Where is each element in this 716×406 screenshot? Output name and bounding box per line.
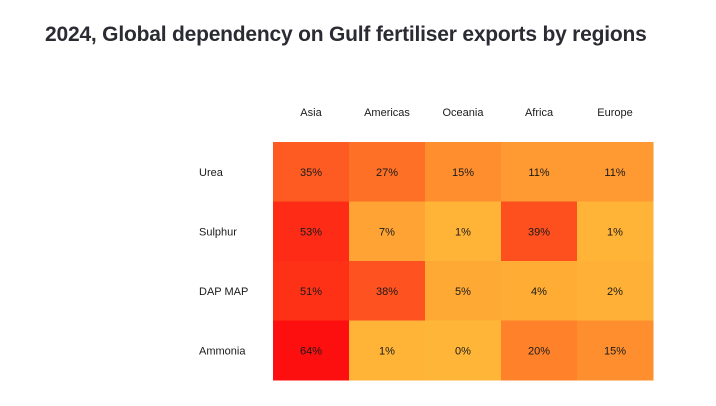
cell-value-label: 11% — [604, 167, 625, 179]
cell-value-label: 5% — [455, 286, 471, 298]
row-labels: Urea Sulphur DAP MAP Ammonia — [199, 167, 248, 358]
heatmap-cell-sulphur-asia — [273, 201, 350, 262]
cell-value-label: 27% — [376, 167, 398, 179]
cell-value-label: 38% — [376, 286, 398, 298]
cell-value-label: 0% — [455, 345, 471, 357]
row-label-urea: Urea — [199, 167, 224, 179]
cell-value-label: 1% — [455, 226, 471, 238]
column-labels: Asia Americas Oceania Africa Europe — [300, 107, 632, 119]
column-label-americas: Americas — [364, 107, 410, 119]
heatmap-cell-ammonia-americas — [349, 320, 426, 381]
cell-value-label: 15% — [604, 345, 626, 357]
heatmap-cell-urea-americas — [349, 142, 426, 202]
column-label-oceania: Oceania — [443, 107, 485, 119]
heatmap-cell-ammonia-europe — [577, 320, 654, 381]
cell-value-label: 1% — [379, 345, 395, 357]
heatmap-cell-urea-oceania — [425, 142, 502, 202]
heatmap-cell-dap-map-asia — [273, 261, 350, 321]
cell-value-label: 51% — [300, 286, 322, 298]
cell-value-label: 35% — [300, 167, 322, 179]
heatmap-cell-ammonia-asia — [273, 320, 350, 381]
chart-title: 2024, Global dependency on Gulf fertilis… — [45, 23, 647, 46]
column-label-asia: Asia — [300, 107, 322, 119]
cell-value-label: 1% — [607, 226, 623, 238]
cell-value-label: 15% — [452, 167, 474, 179]
heatmap-cell-dap-map-africa — [501, 261, 578, 321]
heatmap-cell-dap-map-americas — [349, 261, 426, 321]
heatmap-cell-sulphur-africa — [501, 201, 578, 262]
cell-value-label: 39% — [528, 226, 550, 238]
heatmap-cell-sulphur-americas — [349, 201, 426, 262]
heatmap-cells: 35% 27% 15% 11% 11% 53% 7% 1% 39% 1% 51% 38% 5% 4% 2% 6… — [273, 142, 654, 381]
cell-value-label: 11% — [528, 167, 549, 179]
cell-value-label: 20% — [528, 345, 550, 357]
cell-value-label: 7% — [379, 226, 395, 238]
cell-value-label: 2% — [607, 286, 623, 298]
column-label-africa: Africa — [525, 107, 554, 119]
heatmap-cell-dap-map-europe — [577, 261, 654, 321]
row-label-dap-map: DAP MAP — [199, 286, 248, 298]
cell-value-label: 4% — [531, 286, 547, 298]
heatmap-cell-ammonia-oceania — [425, 320, 502, 381]
heatmap-cell-urea-europe — [577, 142, 654, 202]
row-label-ammonia: Ammonia — [199, 345, 246, 357]
heatmap-cell-urea-asia — [273, 142, 350, 202]
row-label-sulphur: Sulphur — [199, 226, 237, 238]
heatmap-cell-ammonia-africa — [501, 320, 578, 381]
heatmap-cell-sulphur-europe — [577, 201, 654, 262]
heatmap-cell-urea-africa — [501, 142, 578, 202]
cell-value-label: 53% — [300, 226, 322, 238]
heatmap-cell-sulphur-oceania — [425, 201, 502, 262]
column-label-europe: Europe — [597, 107, 632, 119]
cell-value-label: 64% — [300, 345, 322, 357]
heatmap-cell-dap-map-oceania — [425, 261, 502, 321]
